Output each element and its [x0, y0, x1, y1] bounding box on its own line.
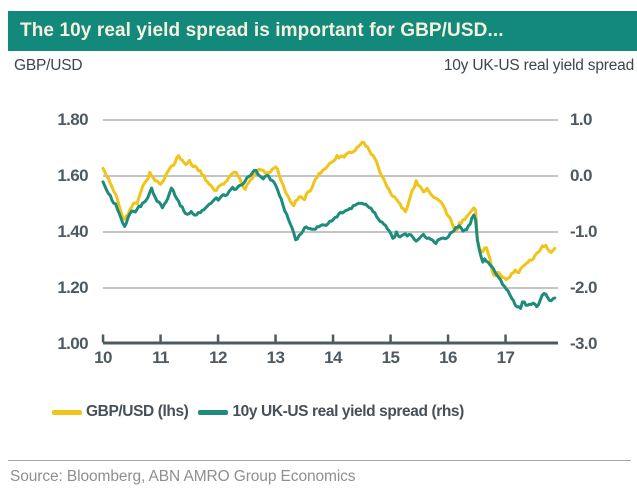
- x-axis-tick: [389, 334, 392, 343]
- x-axis-tick: [331, 334, 335, 343]
- footer-divider: [8, 460, 631, 461]
- x-axis-tick-label: 11: [152, 348, 169, 367]
- gbpusd-series-line: [101, 140, 557, 282]
- x-axis-line: [103, 341, 558, 345]
- right-axis-tick-label: -1.0: [570, 222, 598, 241]
- right-axis-tick-label: 1.0: [570, 110, 592, 129]
- left-axis-tick-label: 1.40: [57, 222, 88, 241]
- x-axis-tick: [446, 334, 450, 343]
- source-note: Source: Bloomberg, ABN AMRO Group Econom…: [10, 468, 356, 485]
- x-axis-tick: [216, 334, 220, 343]
- x-axis-tick-label: 14: [324, 348, 342, 367]
- axis-caption-row: GBP/USD 10y UK-US real yield spread: [14, 57, 634, 77]
- left-axis-tick-label: 1.00: [57, 334, 88, 353]
- left-axis-tick-label: 1.60: [57, 166, 88, 185]
- right-axis-caption: 10y UK-US real yield spread: [443, 57, 634, 74]
- x-axis-tick: [274, 334, 277, 343]
- left-axis-caption: GBP/USD: [14, 57, 83, 74]
- x-axis-tick-label: 16: [439, 348, 457, 367]
- chart-legend: GBP/USD (lhs) 10y UK-US real yield spread…: [52, 403, 474, 421]
- spread-legend-swatch: [198, 409, 229, 415]
- spread-series-line: [101, 168, 557, 310]
- x-axis-tick-label: 10: [94, 348, 112, 367]
- x-axis-tick-label: 17: [496, 348, 515, 367]
- left-axis-tick-label: 1.20: [57, 278, 88, 297]
- left-axis-tick-label: 1.80: [57, 110, 88, 129]
- legend-label: 10y UK-US real yield spread (rhs): [232, 403, 464, 420]
- x-axis-tick: [101, 334, 105, 343]
- x-axis-tick-label: 15: [381, 348, 400, 367]
- x-axis-tick: [504, 334, 507, 343]
- x-axis-tick-label: 13: [266, 348, 285, 367]
- right-axis-tick-label: -2.0: [570, 278, 598, 297]
- gbpusd-legend-swatch: [52, 409, 82, 415]
- x-axis-tick: [159, 334, 162, 343]
- right-axis-tick-label: -3.0: [570, 334, 598, 353]
- x-axis-tick-label: 12: [209, 348, 227, 367]
- chart-title: The 10y real yield spread is important f…: [20, 20, 504, 41]
- chart-title-bar: The 10y real yield spread is important f…: [8, 11, 637, 51]
- legend-label: GBP/USD (lhs): [86, 403, 189, 420]
- right-axis-tick-label: 0.0: [570, 166, 592, 185]
